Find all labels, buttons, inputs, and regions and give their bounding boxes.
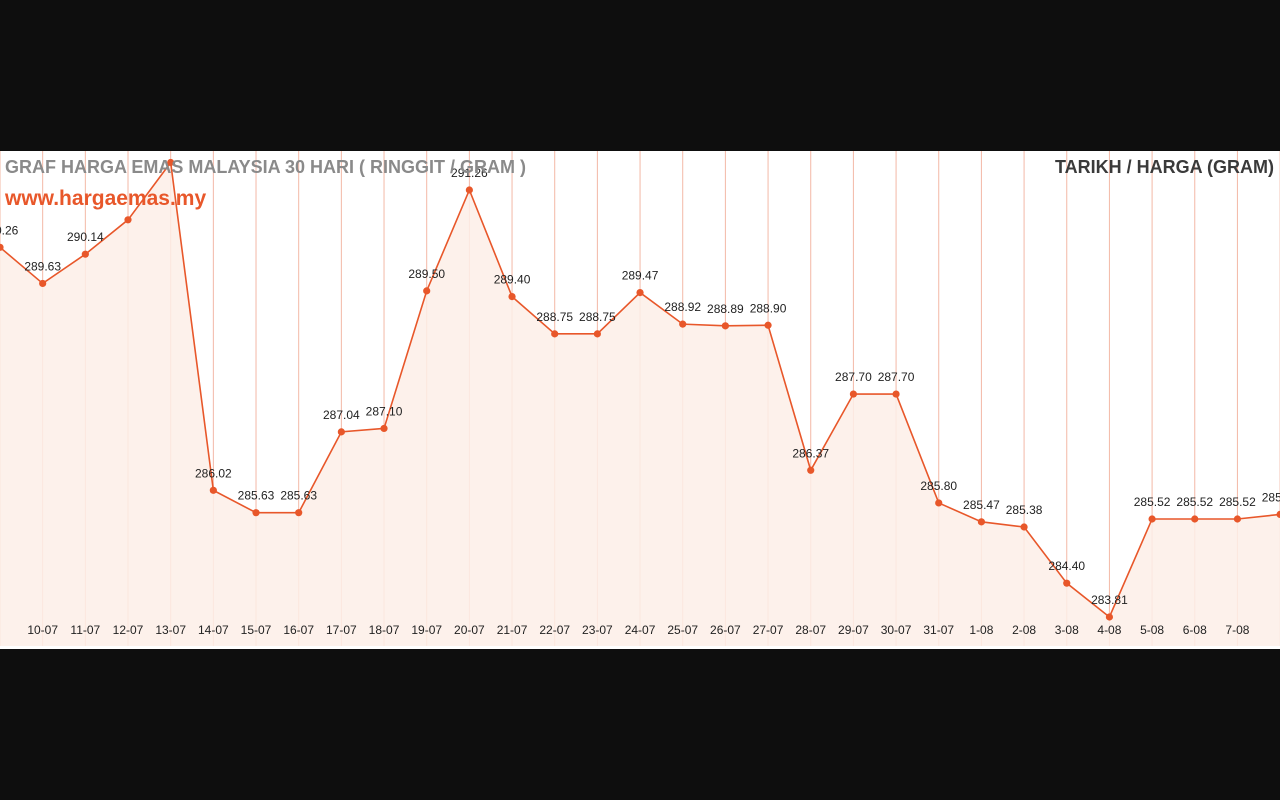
data-point bbox=[1105, 613, 1114, 621]
data-label: 290.14 bbox=[67, 230, 104, 244]
x-tick-label: 7-08 bbox=[1225, 623, 1249, 637]
data-point bbox=[1063, 579, 1071, 587]
x-tick-label: 30-07 bbox=[881, 623, 912, 637]
x-tick-label: 24-07 bbox=[625, 623, 656, 637]
data-point bbox=[1020, 523, 1028, 531]
data-label: 287.70 bbox=[878, 370, 915, 384]
x-tick-label: 18-07 bbox=[369, 623, 400, 637]
series-area bbox=[0, 162, 1280, 646]
data-label: 289.47 bbox=[622, 269, 659, 283]
x-tick-label: 4-08 bbox=[1097, 623, 1121, 637]
data-point bbox=[679, 320, 687, 328]
x-tick-label: 15-07 bbox=[241, 623, 272, 637]
data-label: 285.60 bbox=[1262, 490, 1280, 504]
data-label: 288.75 bbox=[579, 310, 616, 324]
x-tick-label: 17-07 bbox=[326, 623, 357, 637]
data-point bbox=[39, 279, 47, 288]
x-tick-label: 26-07 bbox=[710, 623, 741, 637]
data-point bbox=[295, 509, 303, 517]
data-label: 285.47 bbox=[963, 498, 1000, 512]
data-label: 285.63 bbox=[280, 489, 317, 503]
data-point bbox=[124, 216, 132, 224]
data-label: 285.63 bbox=[238, 489, 275, 503]
price-chart: 290.26 289.63 290.14 286.02 285.63 285.63 287.… bbox=[0, 151, 1280, 646]
data-label: 285.52 bbox=[1176, 495, 1213, 509]
data-point bbox=[380, 424, 388, 433]
data-point bbox=[0, 243, 4, 251]
data-label: 283.81 bbox=[1091, 593, 1128, 607]
data-label: 288.89 bbox=[707, 302, 744, 316]
data-label: 291.26 bbox=[451, 166, 488, 180]
data-point bbox=[764, 321, 772, 329]
data-point bbox=[636, 288, 644, 297]
data-label: 289.50 bbox=[408, 267, 445, 281]
data-point bbox=[977, 518, 986, 526]
data-point bbox=[892, 390, 900, 398]
x-tick-label: 22-07 bbox=[539, 623, 570, 637]
x-tick-label: 19-07 bbox=[411, 623, 442, 637]
x-tick-label: 29-07 bbox=[838, 623, 869, 637]
data-label: 286.37 bbox=[792, 446, 829, 460]
chart-panel: 290.26 289.63 290.14 286.02 285.63 285.63 287.… bbox=[0, 151, 1280, 649]
data-point bbox=[721, 322, 729, 330]
data-label: 290.26 bbox=[0, 223, 19, 237]
x-tick-label: 23-07 bbox=[582, 623, 613, 637]
data-label: 287.10 bbox=[366, 404, 403, 418]
x-tick-label: 11-07 bbox=[70, 623, 100, 637]
data-label: 288.75 bbox=[536, 310, 573, 324]
x-tick-label: 16-07 bbox=[283, 623, 314, 637]
x-tick-label: 14-07 bbox=[198, 623, 229, 637]
chart-title: GRAF HARGA EMAS MALAYSIA 30 HARI ( RINGG… bbox=[5, 157, 527, 177]
x-tick-label: 31-07 bbox=[923, 623, 954, 637]
x-tick-label: 10-07 bbox=[27, 623, 58, 637]
data-point bbox=[593, 330, 601, 338]
data-point bbox=[337, 428, 345, 436]
data-label: 287.70 bbox=[835, 370, 872, 384]
legend-title: TARIKH / HARGA (GRAM) bbox=[1055, 157, 1274, 177]
x-tick-label: 25-07 bbox=[667, 623, 698, 637]
site-link[interactable]: www.hargaemas.my bbox=[5, 187, 207, 210]
x-tick-label: 21-07 bbox=[497, 623, 528, 637]
data-label: 284.40 bbox=[1048, 559, 1085, 573]
data-point bbox=[167, 158, 175, 167]
data-point bbox=[423, 287, 431, 295]
data-point bbox=[935, 499, 943, 507]
x-tick-label: 13-07 bbox=[155, 623, 186, 637]
data-label: 285.52 bbox=[1134, 495, 1171, 509]
data-point bbox=[81, 250, 89, 258]
data-point bbox=[508, 293, 516, 301]
x-tick-label: 6-08 bbox=[1183, 623, 1207, 637]
data-label: 288.92 bbox=[664, 300, 701, 314]
data-point bbox=[1276, 510, 1280, 519]
data-label: 287.04 bbox=[323, 408, 360, 422]
x-tick-label: 1-08 bbox=[969, 623, 993, 637]
data-label: 288.90 bbox=[750, 301, 787, 315]
data-label: 285.38 bbox=[1006, 503, 1043, 517]
data-point bbox=[1191, 515, 1199, 523]
data-point bbox=[551, 330, 559, 338]
data-label: 285.52 bbox=[1219, 495, 1256, 509]
data-point bbox=[1148, 515, 1156, 523]
x-tick-label: 5-08 bbox=[1140, 623, 1164, 637]
x-tick-label: 3-08 bbox=[1055, 623, 1079, 637]
x-tick-label: 12-07 bbox=[113, 623, 144, 637]
x-tick-label: 20-07 bbox=[454, 623, 485, 637]
x-tick-label: 2-08 bbox=[1012, 623, 1036, 637]
x-tick-label: 27-07 bbox=[753, 623, 784, 637]
data-point bbox=[465, 186, 473, 194]
data-label: 289.40 bbox=[494, 273, 531, 287]
data-point bbox=[807, 466, 815, 474]
data-point bbox=[209, 486, 217, 494]
data-label: 289.63 bbox=[24, 259, 61, 273]
x-tick-label: 28-07 bbox=[795, 623, 826, 637]
data-label: 286.02 bbox=[195, 466, 232, 480]
data-label: 285.80 bbox=[920, 479, 957, 493]
data-point bbox=[849, 390, 858, 398]
data-point bbox=[252, 509, 260, 517]
data-point bbox=[1233, 515, 1242, 523]
